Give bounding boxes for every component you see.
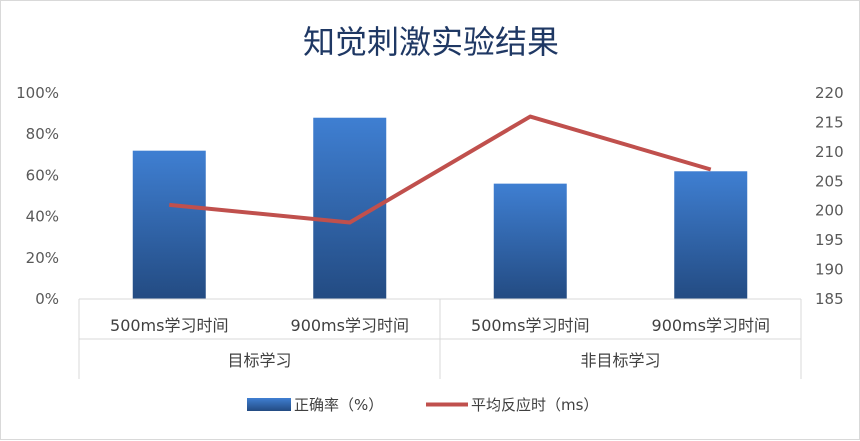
legend-line-label: 平均反应时（ms） xyxy=(471,396,598,414)
reaction-time-line xyxy=(169,114,712,225)
bar xyxy=(132,150,206,299)
left-tick-label: 0% xyxy=(35,290,59,308)
legend-bar-swatch xyxy=(247,398,291,411)
right-tick-label: 190 xyxy=(815,261,844,279)
right-axis-ticks: 185 190 195 200 205 210 215 220 xyxy=(815,84,844,308)
left-tick-label: 80% xyxy=(26,125,59,143)
group-labels: 目标学习 非目标学习 xyxy=(227,351,660,370)
right-tick-label: 215 xyxy=(815,113,844,131)
left-tick-label: 100% xyxy=(16,84,59,102)
right-tick-label: 210 xyxy=(815,143,844,161)
right-tick-label: 220 xyxy=(815,84,844,102)
category-label: 500ms学习时间 xyxy=(110,316,228,335)
left-tick-label: 20% xyxy=(26,249,59,267)
axis-lines xyxy=(78,298,802,379)
category-label: 900ms学习时间 xyxy=(652,316,770,335)
right-tick-label: 205 xyxy=(815,172,844,190)
bar xyxy=(674,171,748,299)
legend-bar-label: 正确率（%） xyxy=(294,396,383,414)
group-label: 非目标学习 xyxy=(580,351,660,370)
left-tick-label: 40% xyxy=(26,208,59,226)
right-tick-label: 185 xyxy=(815,290,844,308)
chart-title: 知觉刺激实验结果 xyxy=(303,23,559,61)
left-tick-label: 60% xyxy=(26,166,59,184)
category-label: 900ms学习时间 xyxy=(291,316,409,335)
line-series xyxy=(169,114,712,225)
bar xyxy=(493,183,567,299)
group-label: 目标学习 xyxy=(227,351,291,370)
left-axis-ticks: 0% 20% 40% 60% 80% 100% xyxy=(16,84,59,308)
category-labels: 500ms学习时间 900ms学习时间 500ms学习时间 900ms学习时间 xyxy=(110,316,770,335)
right-tick-label: 195 xyxy=(815,231,844,249)
legend: 正确率（%） 平均反应时（ms） xyxy=(247,396,598,414)
right-tick-label: 200 xyxy=(815,202,844,220)
category-label: 500ms学习时间 xyxy=(471,316,589,335)
